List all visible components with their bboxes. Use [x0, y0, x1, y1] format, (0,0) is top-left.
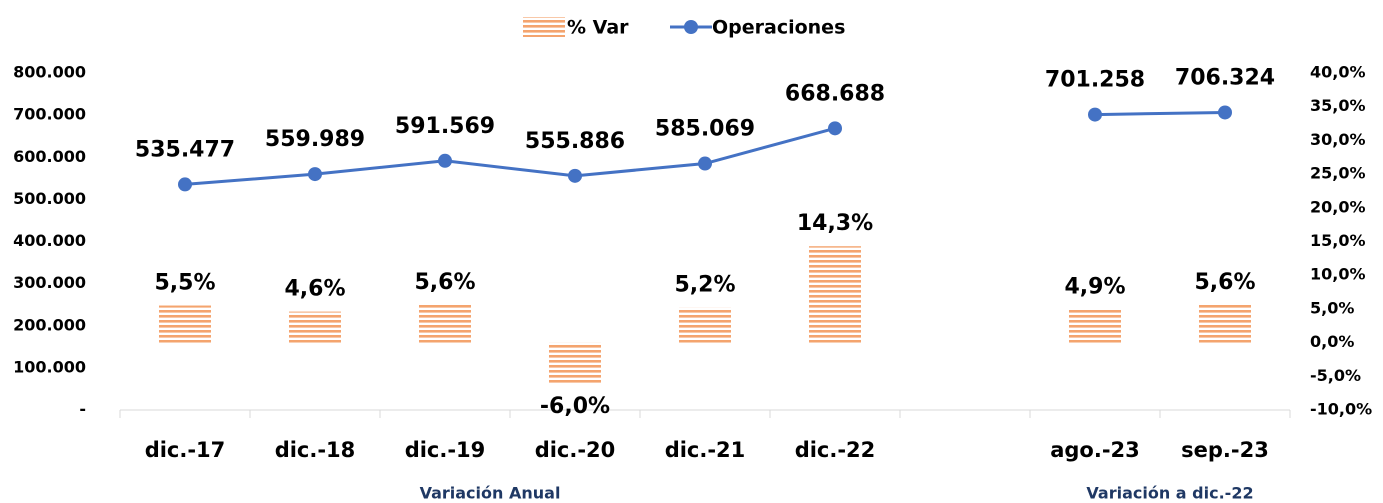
- bar-value-label: 5,6%: [1194, 270, 1255, 295]
- y2-tick-label: -5,0%: [1310, 366, 1361, 385]
- y-tick-label: 200.000: [13, 315, 86, 334]
- line-marker: [1218, 105, 1232, 120]
- y-tick-label: -: [79, 400, 86, 419]
- x-tick-label: dic.-19: [405, 438, 486, 462]
- line-value-label: 701.258: [1045, 68, 1145, 93]
- line-marker: [438, 153, 452, 168]
- line-value-label: 585.069: [655, 117, 755, 142]
- legend-label: Operaciones: [712, 17, 845, 39]
- line-marker: [698, 156, 712, 171]
- x-tick-label: dic.-17: [145, 438, 226, 462]
- bar: [1069, 309, 1121, 343]
- bar: [289, 311, 341, 343]
- y2-tick-label: -10,0%: [1310, 400, 1372, 419]
- legend-label: % Var: [567, 17, 629, 39]
- y-tick-label: 500.000: [13, 189, 86, 208]
- line-value-label: 706.324: [1175, 65, 1275, 90]
- x-tick-label: dic.-22: [795, 438, 876, 462]
- bar: [549, 342, 601, 384]
- y2-tick-label: 10,0%: [1310, 265, 1366, 284]
- y-tick-label: 800.000: [13, 63, 86, 82]
- line-value-label: 559.989: [265, 127, 365, 152]
- bar: [1199, 304, 1251, 343]
- line-value-label: 668.688: [785, 81, 885, 106]
- legend-swatch: [684, 20, 698, 34]
- y-tick-label: 100.000: [13, 357, 86, 376]
- y-tick-label: 300.000: [13, 273, 86, 292]
- y2-tick-label: 35,0%: [1310, 96, 1366, 115]
- y-tick-label: 700.000: [13, 105, 86, 124]
- x-tick-label: dic.-20: [535, 438, 616, 462]
- x-tick-label: dic.-18: [275, 438, 356, 462]
- bar: [679, 307, 731, 343]
- y2-tick-label: 15,0%: [1310, 231, 1366, 250]
- bar-value-label: 4,6%: [284, 277, 345, 302]
- y2-tick-label: 0,0%: [1310, 332, 1354, 351]
- x-tick-label: ago.-23: [1050, 438, 1140, 462]
- line-marker: [568, 168, 582, 183]
- group-label: Variación Anual: [420, 484, 561, 503]
- y2-tick-label: 25,0%: [1310, 164, 1366, 183]
- bar-value-label: 5,2%: [674, 273, 735, 298]
- y-tick-label: 600.000: [13, 147, 86, 166]
- line-marker: [828, 121, 842, 136]
- y2-tick-label: 20,0%: [1310, 197, 1366, 216]
- bar: [809, 246, 861, 343]
- legend-swatch: [523, 17, 565, 37]
- group-label: Variación a dic.-22: [1086, 484, 1253, 503]
- line-marker: [308, 167, 322, 182]
- x-tick-label: sep.-23: [1181, 438, 1269, 462]
- line-value-label: 591.569: [395, 114, 495, 139]
- line-marker: [178, 177, 192, 192]
- y-tick-label: 400.000: [13, 231, 86, 250]
- bar-value-label: -6,0%: [540, 394, 610, 419]
- line-value-label: 535.477: [135, 137, 235, 162]
- y2-tick-label: 5,0%: [1310, 298, 1354, 317]
- bar-value-label: 5,5%: [154, 271, 215, 296]
- x-tick-label: dic.-21: [665, 438, 746, 462]
- line-value-label: 555.886: [525, 129, 625, 154]
- bar-value-label: 4,9%: [1064, 275, 1125, 300]
- bar-value-label: 5,6%: [414, 270, 475, 295]
- bar: [419, 304, 471, 343]
- line: [184, 110, 1226, 186]
- y2-tick-label: 40,0%: [1310, 63, 1366, 82]
- y2-tick-label: 30,0%: [1310, 130, 1366, 149]
- line-marker: [1088, 107, 1102, 122]
- bar-value-label: 14,3%: [797, 211, 873, 236]
- bar: [159, 305, 211, 343]
